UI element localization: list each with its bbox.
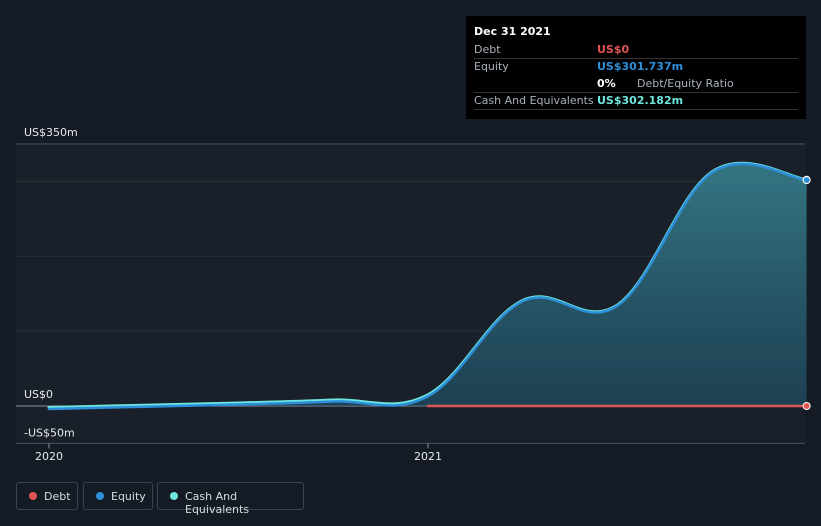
equity-line [47, 162, 808, 411]
x-tick-label: 2020 [35, 450, 63, 463]
tooltip-row-ratio: 0% Debt/Equity Ratio [474, 75, 798, 93]
tooltip-ratio-label: Debt/Equity Ratio [637, 77, 734, 90]
legend-label-cash: Cash And Equivalents [185, 490, 250, 516]
tooltip-equity-label: Equity [474, 60, 509, 73]
y-tick-label: US$350m [24, 126, 78, 139]
tooltip-cash-label: Cash And Equivalents [474, 94, 594, 107]
equity-area [49, 163, 807, 409]
debt-dot-icon [29, 492, 37, 500]
tooltip-equity-value: US$301.737m [597, 60, 684, 73]
y-tick-label: US$0 [24, 388, 53, 401]
equity-end-marker [802, 176, 811, 185]
legend-item-cash[interactable]: Cash And Equivalents [157, 482, 304, 516]
tooltip-debt-label: Debt [474, 43, 501, 56]
tooltip-row-cash: Cash And Equivalents US$302.182m [474, 92, 798, 110]
tooltip-cash-value: US$302.182m [597, 94, 684, 107]
tooltip-row-debt: Debt US$0 [474, 41, 798, 59]
tooltip-row-equity: Equity US$301.737m [474, 58, 798, 75]
legend-item-debt[interactable]: Debt [16, 482, 78, 510]
equity-dot-icon [96, 492, 104, 500]
tooltip-ratio-value: 0% [597, 77, 616, 90]
cash-dot-icon [170, 492, 178, 500]
debt-end-marker [802, 402, 811, 410]
x-tick-label: 2021 [414, 450, 442, 463]
legend-label-debt: Debt [44, 490, 71, 503]
y-tick-label: -US$50m [24, 426, 75, 439]
tooltip-date: Dec 31 2021 [474, 25, 551, 38]
legend-label-equity: Equity [111, 490, 146, 503]
tooltip-debt-value: US$0 [597, 43, 630, 56]
cash-and-equivalents-area [49, 163, 807, 408]
tooltip: Dec 31 2021 Debt US$0 Equity US$301.737m… [466, 16, 806, 119]
legend-item-equity[interactable]: Equity [83, 482, 153, 510]
